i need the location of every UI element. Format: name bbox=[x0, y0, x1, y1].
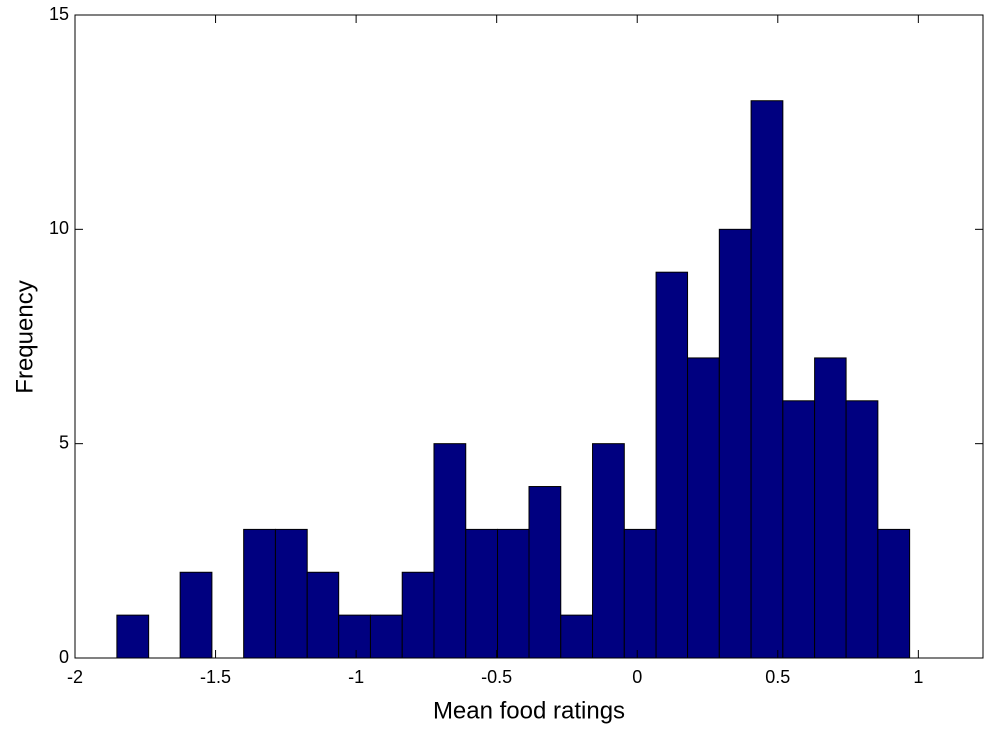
bar bbox=[750, 100, 784, 659]
plot-frame bbox=[74, 14, 984, 659]
bar bbox=[401, 571, 435, 659]
bar bbox=[433, 443, 467, 659]
bar bbox=[528, 486, 562, 659]
bar bbox=[877, 528, 911, 659]
bar bbox=[497, 528, 530, 659]
bar bbox=[338, 614, 371, 659]
bar bbox=[623, 528, 657, 659]
bar bbox=[845, 400, 879, 659]
x-tick-label: -1 bbox=[348, 667, 364, 687]
bar bbox=[116, 614, 150, 659]
bar bbox=[655, 271, 689, 659]
bar bbox=[306, 571, 340, 659]
bar bbox=[179, 571, 213, 659]
bar bbox=[687, 357, 720, 659]
bar bbox=[592, 443, 625, 659]
bar bbox=[243, 528, 276, 659]
x-tick-label: -1.5 bbox=[200, 667, 231, 687]
y-axis-title: Frequency bbox=[11, 280, 38, 393]
bar bbox=[782, 400, 816, 659]
x-tick-label: 0 bbox=[632, 667, 642, 687]
bar bbox=[274, 528, 308, 659]
x-tick-label: 1 bbox=[913, 667, 923, 687]
x-tick-label: -2 bbox=[67, 667, 83, 687]
bar bbox=[560, 614, 594, 659]
bar bbox=[465, 528, 499, 659]
bar bbox=[369, 614, 403, 659]
x-axis-title: Mean food ratings bbox=[433, 697, 625, 724]
y-tick-label: 0 bbox=[59, 647, 69, 667]
y-tick-label: 5 bbox=[59, 432, 69, 452]
x-tick-label: -0.5 bbox=[481, 667, 512, 687]
bar bbox=[718, 228, 752, 659]
bar bbox=[814, 357, 847, 659]
y-tick-label: 15 bbox=[49, 4, 69, 24]
y-tick-label: 10 bbox=[49, 218, 69, 238]
x-tick-label: 0.5 bbox=[765, 667, 790, 687]
